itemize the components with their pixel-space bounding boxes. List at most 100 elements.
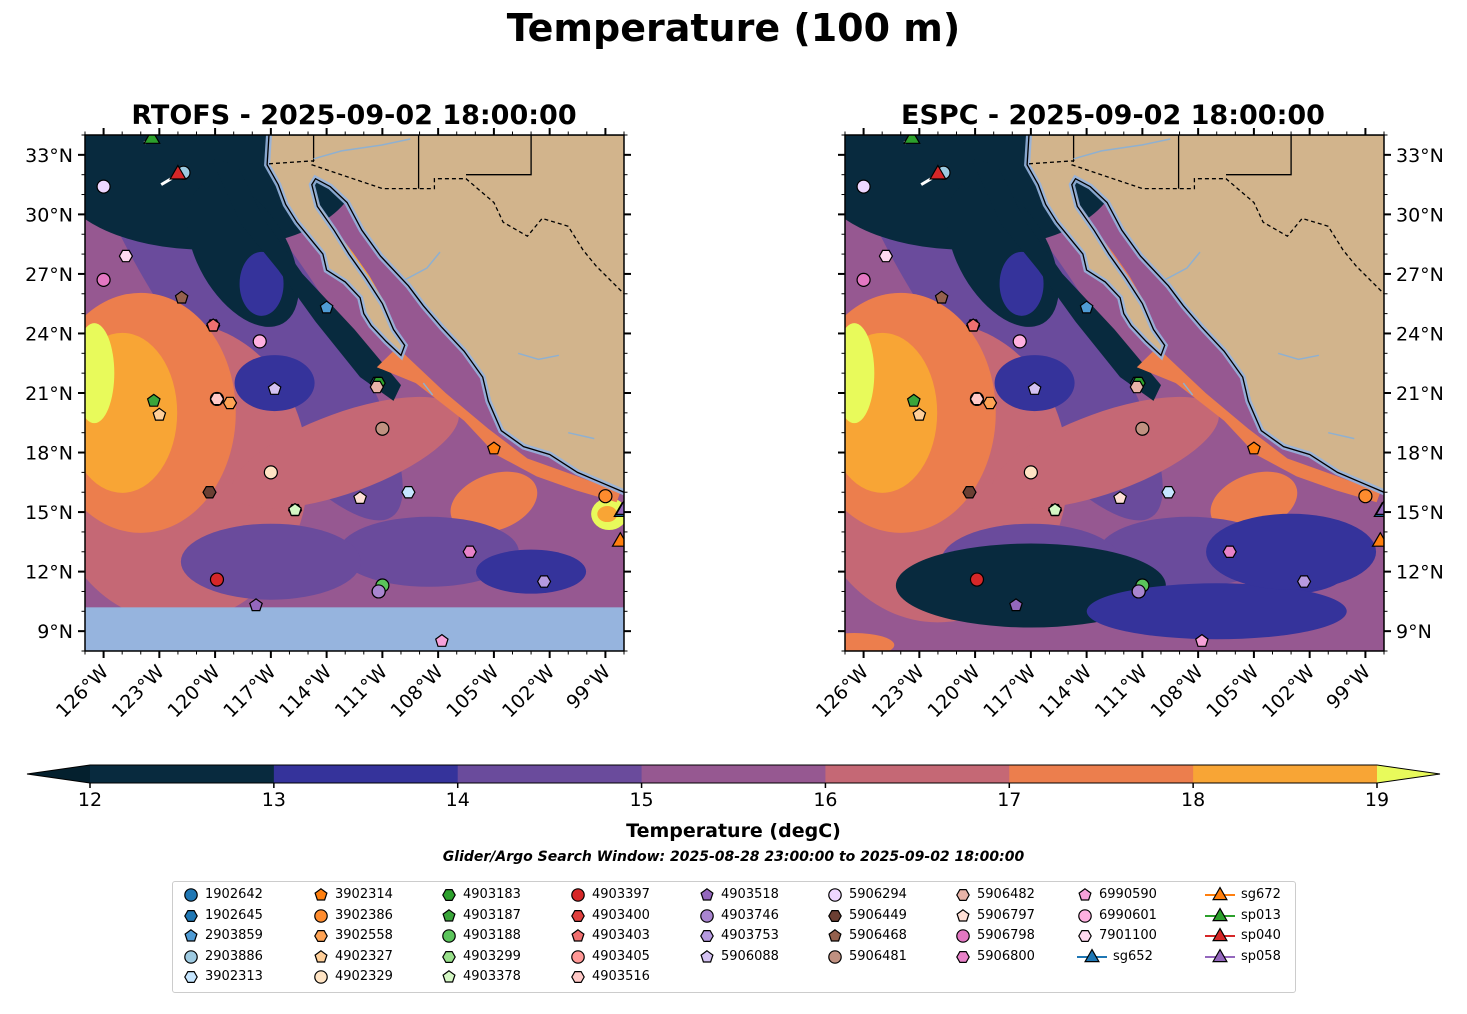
platform-marker-5906482[interactable] (1129, 380, 1144, 394)
platform-marker-sg672[interactable] (1371, 531, 1389, 547)
platform-marker-sp040[interactable] (929, 164, 947, 180)
platform-marker-3902314[interactable] (1246, 441, 1261, 455)
legend-marker-5906482 (956, 888, 970, 901)
gulf-of-mexico-edge (623, 263, 624, 268)
platform-marker-4902327[interactable] (912, 407, 927, 421)
platform-marker-4903187[interactable] (146, 393, 161, 407)
platform-marker-5906468[interactable] (934, 290, 949, 304)
platform-marker-sp013[interactable] (903, 130, 921, 144)
platform-marker-7901100[interactable] (118, 249, 134, 263)
platform-marker-3902558[interactable] (222, 396, 238, 410)
lon-tick-label: 111°W (331, 661, 392, 722)
platform-marker-5906798[interactable] (856, 272, 871, 287)
platform-marker-4902327[interactable] (152, 407, 167, 421)
platform-marker-4903518[interactable] (249, 598, 263, 612)
colorbar-tick-label: 12 (78, 789, 102, 811)
legend-label: 5906088 (721, 948, 779, 964)
river (517, 352, 560, 361)
legend-label: 4903183 (463, 887, 521, 902)
map-panel-rtofs[interactable]: 33°N 30°N 27°N 24°N 21°N 18°N 15°N 12°N 9°N 126°W… (25, 51, 633, 723)
platform-marker-5906798[interactable] (96, 272, 111, 287)
platform-marker-sp058[interactable] (615, 499, 632, 516)
platform-marker-5906800[interactable] (462, 545, 477, 559)
legend-item-3902314: 3902314 (313, 886, 393, 904)
platform-marker-sg672[interactable] (611, 531, 629, 547)
platform-marker-sp013[interactable] (143, 130, 161, 144)
colorbar-extend-under (27, 765, 90, 783)
platform-marker-4903403[interactable] (206, 318, 221, 332)
platform-marker-5906294[interactable] (856, 179, 871, 194)
legend-item-7901100: 7901100 (1077, 927, 1157, 945)
legend-item-sg672: sg672 (1205, 886, 1281, 904)
platform-marker-6990601[interactable] (252, 334, 267, 349)
platform-marker-6990601[interactable] (1012, 334, 1027, 349)
platform-marker-4903753[interactable] (536, 575, 552, 588)
lon-tick-label: 123°W (868, 661, 929, 722)
platform-marker-sp040[interactable] (169, 164, 187, 180)
platform-marker-4903516[interactable] (969, 392, 985, 406)
legend-label: 5906482 (977, 887, 1035, 902)
platform-marker-4903403[interactable] (966, 318, 981, 332)
legend-item-5906481: 5906481 (827, 948, 907, 966)
legend-marker-7901100 (1078, 929, 1092, 942)
legend-marker-3902313 (184, 970, 198, 983)
legend-label: sp040 (1241, 928, 1281, 943)
platform-marker-3902314[interactable] (486, 441, 501, 455)
legend-item-2903859: 2903859 (183, 927, 263, 945)
lon-tick-label: 114°W (275, 661, 336, 722)
platform-marker-3902386[interactable] (1358, 489, 1373, 504)
platform-marker-3902313[interactable] (401, 486, 416, 499)
platform-marker-4903397[interactable] (209, 572, 225, 587)
platform-marker-5906797[interactable] (1113, 490, 1128, 504)
platform-marker-4903518[interactable] (1009, 598, 1023, 612)
platform-marker-5906800[interactable] (1222, 545, 1237, 559)
platform-marker-4903753[interactable] (1296, 575, 1312, 588)
platform-marker-7901100[interactable] (878, 249, 894, 263)
legend-item-5906482: 5906482 (955, 886, 1035, 904)
platform-marker-3902558[interactable] (982, 396, 998, 410)
platform-marker-sp058[interactable] (1375, 499, 1392, 516)
platform-marker-4902329[interactable] (1023, 465, 1038, 480)
lat-tick-label: 27°N (25, 264, 73, 286)
platform-marker-5906481[interactable] (1135, 421, 1150, 436)
platform-marker-4902329[interactable] (263, 465, 278, 480)
platform-marker-4903397[interactable] (969, 572, 985, 587)
platform-marker-4903746[interactable] (1131, 584, 1146, 599)
platform-marker-2903859[interactable] (319, 300, 334, 314)
river (1277, 352, 1320, 361)
legend-label: sg672 (1241, 887, 1281, 902)
lon-tick-label: 123°W (108, 661, 169, 722)
temperature-contour (1206, 513, 1377, 590)
platform-marker-4903187[interactable] (906, 393, 921, 407)
platform-marker-2903859[interactable] (1079, 300, 1094, 314)
platform-marker-4903746[interactable] (371, 584, 386, 599)
platform-marker-5906449[interactable] (962, 486, 977, 499)
platform-marker-5906294[interactable] (96, 179, 111, 194)
legend-item-1902642: 1902642 (183, 886, 263, 904)
platform-marker-5906797[interactable] (353, 490, 368, 504)
platform-marker-4903378[interactable] (288, 502, 302, 517)
legend-marker-4903183 (442, 888, 456, 901)
platform-marker-5906449[interactable] (202, 486, 217, 499)
platform-marker-5906088[interactable] (1027, 381, 1042, 395)
lat-tick-label: 21°N (25, 383, 73, 405)
legend-item-5906294: 5906294 (827, 886, 907, 904)
map-panel-espc[interactable]: 33°N 30°N 27°N 24°N 21°N 18°N 15°N 12°N 9°N 126°W… (797, 51, 1444, 723)
platform-marker-5906481[interactable] (375, 421, 390, 436)
platform-marker-5906088[interactable] (267, 381, 282, 395)
colorbar-tick-label: 18 (1181, 789, 1205, 811)
legend-marker-3902386 (314, 908, 328, 923)
platform-marker-6990590[interactable] (434, 633, 449, 647)
platform-marker-5906468[interactable] (174, 290, 189, 304)
platform-marker-5906482[interactable] (369, 380, 384, 394)
platform-marker-6990590[interactable] (1194, 633, 1209, 647)
legend-label: 3902386 (335, 907, 393, 923)
temperature-contour (338, 516, 519, 587)
legend-marker-4903753 (700, 929, 714, 942)
platform-marker-4903378[interactable] (1048, 502, 1062, 517)
platform-marker-3902313[interactable] (1161, 486, 1176, 499)
legend-item-6990590: 6990590 (1077, 886, 1157, 904)
platform-marker-4903516[interactable] (209, 392, 225, 406)
platform-marker-3902386[interactable] (598, 489, 613, 504)
legend-marker-sg672 (1205, 886, 1235, 901)
